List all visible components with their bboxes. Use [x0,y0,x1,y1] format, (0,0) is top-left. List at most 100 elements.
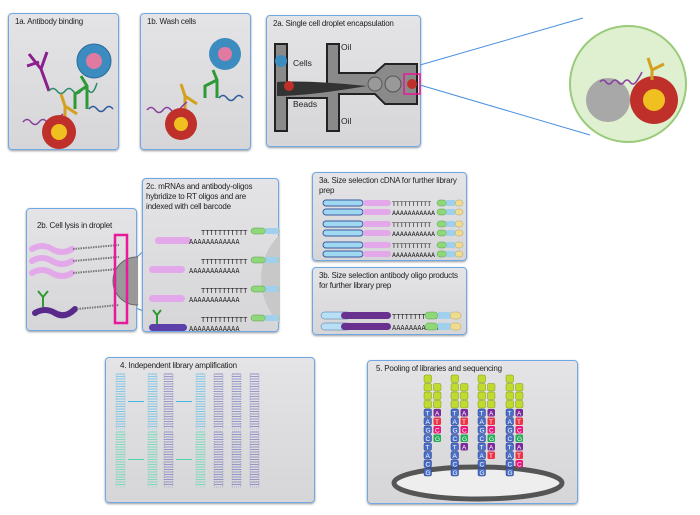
primer-segment [454,241,464,249]
template-base [450,434,459,443]
t-strand: TTTTTTTTTTT [201,316,248,324]
antibody-binding-illustration [22,43,114,149]
base-letter: C [426,436,431,443]
barcode-segment [250,227,266,235]
barcode-segment [436,250,447,258]
mrna-strand [29,267,75,279]
base-letter: T [508,445,512,452]
template-base [423,459,432,468]
template-base [477,425,486,434]
template-base [505,459,514,468]
read-base [515,443,523,451]
adapter-block [477,383,486,392]
template-base [450,408,459,417]
template-base [423,425,432,434]
adapter-block [487,391,496,400]
template-base [450,425,459,434]
primer-segment [454,229,464,237]
base-letter: A [426,419,431,426]
mrna-segment [363,209,391,215]
base-letter: A [462,411,467,418]
antibody-green [73,75,89,109]
read-base [460,417,468,425]
template-base [423,408,432,417]
mrna-segment [149,295,185,302]
cdna-segment [322,220,364,228]
panel-4-library-amplification: 4. Independent library amplification [105,357,315,503]
a-strand: AAAAAAAAAAAA [189,267,240,275]
umi-segment [446,209,456,215]
adapter-block [487,400,496,409]
umi-segment [265,257,279,263]
adapter-block [477,400,486,409]
base-letter: C [517,428,522,435]
cdna-segment [322,250,364,258]
template-base [450,451,459,460]
base-letter: T [517,419,521,426]
read-base [487,426,495,434]
base-letter: T [480,411,484,418]
base-letter: T [489,453,493,460]
base-letter: A [426,453,431,460]
base-letter: T [435,419,439,426]
read-base [433,409,441,417]
panel-title: 3a. Size selection cDNA for further libr… [319,176,457,195]
template-base [477,434,486,443]
cdna-segment [322,208,364,216]
amplification-illustration [115,373,260,488]
t-strand: TTTTTTTTTTT [201,258,248,266]
oil-label: Oil [341,116,352,126]
template-base [423,434,432,443]
base-letter: G [426,470,431,477]
umi-segment [437,323,451,330]
antibody-oligo-products: TTTTTTTTTTT AAAAAAAAAAAA [320,311,462,332]
read-base [460,426,468,434]
adapter-block [477,391,486,400]
adapter-block [450,374,459,383]
template-base [477,442,486,451]
base-letter: A [489,445,494,452]
hybridization-illustration: TTTTTTTTTTTAAAAAAAAAAAATTTTTTTTTTTAAAAAA… [149,227,280,333]
base-letter: A [517,445,522,452]
base-letter: G [508,428,513,435]
beads-label: Beads [293,99,318,109]
adapter-block [487,383,496,392]
read-base [487,417,495,425]
template-base [505,442,514,451]
adapter-block [460,383,469,392]
t-strand: TTTTTTTTTTT [201,229,248,237]
base-letter: T [489,419,493,426]
panel-title: 4. Independent library amplification [120,361,237,370]
umi-segment [437,312,451,319]
oligo-green [48,82,98,95]
base-letter: G [480,428,485,435]
panel-title: 2a. Single cell droplet encapsulation [273,19,394,28]
read-base [460,434,468,442]
t-strand: TTTTTTTTTT [392,242,431,250]
panel-2a-droplet-encapsulation: 2a. Single cell droplet encapsulation Oi… [266,15,421,147]
adapter-block [450,400,459,409]
base-letter: G [462,436,467,443]
antibody-oligo-segment [341,323,391,330]
barcode-segment [436,199,447,207]
adapter-block [423,374,432,383]
base-letter: G [508,470,513,477]
base-letter: T [453,445,457,452]
mrna-segment [363,230,391,236]
a-strand: AAAAAAAAAAAA [189,296,240,304]
template-base [450,442,459,451]
base-letter: C [517,462,522,469]
cdna-segment [322,199,364,207]
panel-title: 2c. mRNAs and antibody-oligos hybridize … [146,182,253,211]
primer-segment [449,311,462,320]
adapter-block [423,383,432,392]
base-letter: C [508,436,513,443]
antibody-oligo-segment [149,324,187,331]
template-base [505,468,514,477]
adapter-block [505,391,514,400]
cdna-segment [322,229,364,237]
t-strand: TTTTTTTTTT [392,200,431,208]
primer-segment [454,250,464,258]
antibody-purple [26,51,51,92]
mrna-segment [363,200,391,206]
